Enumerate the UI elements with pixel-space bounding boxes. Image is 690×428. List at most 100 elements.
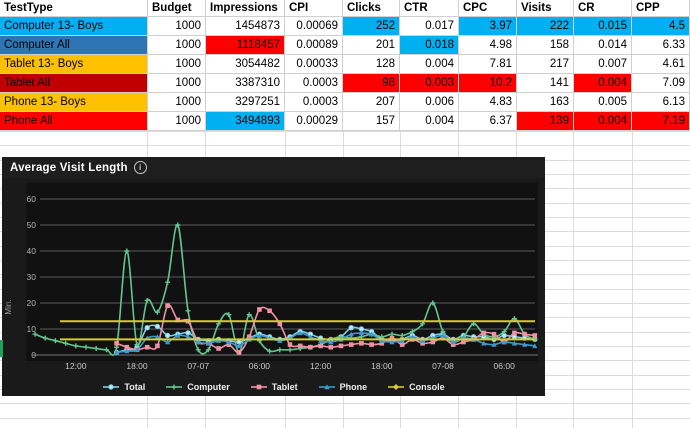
- row-label-cell[interactable]: Phone 13- Boys: [0, 93, 148, 112]
- table-cell[interactable]: 0.004: [400, 112, 459, 131]
- column-header-impressions[interactable]: Impressions: [206, 0, 285, 17]
- legend-marker-icon: [250, 384, 267, 390]
- row-label-cell[interactable]: Computer All: [0, 36, 148, 55]
- table-cell[interactable]: 7.09: [632, 74, 690, 93]
- column-header-budget[interactable]: Budget: [148, 0, 206, 17]
- table-cell[interactable]: 207: [343, 93, 400, 112]
- table-cell[interactable]: 0.018: [400, 36, 459, 55]
- table-cell[interactable]: 139: [517, 112, 574, 131]
- table-cell[interactable]: 3494893: [206, 112, 285, 131]
- legend-label: Tablet: [271, 382, 298, 392]
- visit-length-chart: 0 10 20 30 40 50 60 Min. 12:00 18:00 07-07 06:00 12:…: [4, 183, 538, 371]
- table-cell[interactable]: 6.37: [459, 112, 517, 131]
- x-axis-tick: 12:00: [310, 361, 332, 371]
- y-axis-label: Min.: [4, 299, 13, 314]
- table-cell[interactable]: 0.005: [574, 93, 632, 112]
- table-cell[interactable]: 158: [517, 36, 574, 55]
- table-cell[interactable]: 4.83: [459, 93, 517, 112]
- table-cell[interactable]: 1000: [148, 17, 206, 36]
- column-header-testtype[interactable]: TestType: [0, 0, 148, 17]
- active-cell-indicator: [0, 340, 3, 357]
- table-cell[interactable]: 141: [517, 74, 574, 93]
- svg-text:60: 60: [27, 194, 37, 204]
- table-cell[interactable]: 1118457: [206, 36, 285, 55]
- table-cell[interactable]: 1000: [148, 112, 206, 131]
- info-icon[interactable]: i: [133, 161, 147, 174]
- table-cell[interactable]: 222: [517, 17, 574, 36]
- grid-column-line: [632, 0, 633, 428]
- table-cell[interactable]: 0.00069: [285, 17, 343, 36]
- table-cell[interactable]: 163: [517, 93, 574, 112]
- table-cell[interactable]: 7.81: [459, 55, 517, 74]
- x-axis-tick: 07-07: [187, 361, 209, 371]
- table-cell[interactable]: 1454873: [206, 17, 285, 36]
- table-cell[interactable]: 0.003: [400, 74, 459, 93]
- table-cell[interactable]: 1000: [148, 93, 206, 112]
- table-cell[interactable]: 157: [343, 112, 400, 131]
- legend-marker-icon: [388, 384, 405, 390]
- column-header-ctr[interactable]: CTR: [400, 0, 459, 17]
- column-header-cr[interactable]: CR: [574, 0, 632, 17]
- table-cell[interactable]: 0.004: [574, 74, 632, 93]
- svg-text:50: 50: [27, 220, 37, 230]
- chart-title: Average Visit Length: [10, 161, 128, 174]
- table-cell[interactable]: 98: [343, 74, 400, 93]
- table-cell[interactable]: 3387310: [206, 74, 285, 93]
- x-axis-tick: 18:00: [126, 361, 148, 371]
- svg-text:30: 30: [27, 272, 37, 282]
- table-cell[interactable]: 0.006: [400, 93, 459, 112]
- table-cell[interactable]: 217: [517, 55, 574, 74]
- table-cell[interactable]: 0.004: [574, 112, 632, 131]
- x-axis-tick: 12:00: [65, 361, 87, 371]
- table-cell[interactable]: 7.19: [632, 112, 690, 131]
- table-cell[interactable]: 252: [343, 17, 400, 36]
- column-header-visits[interactable]: Visits: [517, 0, 574, 17]
- table-cell[interactable]: 0.00029: [285, 112, 343, 131]
- legend-item-tablet[interactable]: Tablet: [250, 382, 298, 392]
- table-cell[interactable]: 0.014: [574, 36, 632, 55]
- table-cell[interactable]: 0.004: [400, 55, 459, 74]
- grid-column-line: [573, 0, 574, 428]
- legend-item-console[interactable]: Console: [387, 382, 445, 392]
- table-cell[interactable]: 0.007: [574, 55, 632, 74]
- table-cell[interactable]: 3297251: [206, 93, 285, 112]
- table-cell[interactable]: 1000: [148, 36, 206, 55]
- legend-item-phone[interactable]: Phone: [318, 382, 368, 392]
- grid-row-line: [0, 145, 690, 147]
- table-cell[interactable]: 3054482: [206, 55, 285, 74]
- row-label-cell[interactable]: Computer 13- Boys: [0, 17, 148, 36]
- svg-text:20: 20: [27, 298, 37, 308]
- table-cell[interactable]: 4.61: [632, 55, 690, 74]
- legend-marker-icon: [103, 384, 120, 390]
- table-cell[interactable]: 6.13: [632, 93, 690, 112]
- table-cell[interactable]: 0.0003: [285, 93, 343, 112]
- chart-legend: Total Computer Tablet Phone Console: [2, 382, 545, 392]
- x-axis-tick: 06:00: [249, 361, 271, 371]
- table-cell[interactable]: 0.017: [400, 17, 459, 36]
- legend-item-total[interactable]: Total: [102, 382, 145, 392]
- column-header-cpp[interactable]: CPP: [632, 0, 690, 17]
- column-header-cpi[interactable]: CPI: [285, 0, 343, 17]
- legend-label: Phone: [339, 382, 368, 392]
- legend-item-computer[interactable]: Computer: [165, 382, 230, 392]
- row-label-cell[interactable]: Tablet All: [0, 74, 148, 93]
- table-cell[interactable]: 0.015: [574, 17, 632, 36]
- legend-label: Console: [409, 382, 445, 392]
- row-label-cell[interactable]: Phone All: [0, 112, 148, 131]
- table-cell[interactable]: 0.00089: [285, 36, 343, 55]
- svg-text:40: 40: [27, 246, 37, 256]
- table-cell[interactable]: 4.5: [632, 17, 690, 36]
- column-header-cpc[interactable]: CPC: [459, 0, 517, 17]
- table-cell[interactable]: 0.0003: [285, 74, 343, 93]
- row-label-cell[interactable]: Tablet 13- Boys: [0, 55, 148, 74]
- table-cell[interactable]: 1000: [148, 74, 206, 93]
- column-header-clicks[interactable]: Clicks: [343, 0, 400, 17]
- table-cell[interactable]: 0.00033: [285, 55, 343, 74]
- table-cell[interactable]: 201: [343, 36, 400, 55]
- table-cell[interactable]: 1000: [148, 55, 206, 74]
- table-cell[interactable]: 10.2: [459, 74, 517, 93]
- table-cell[interactable]: 128: [343, 55, 400, 74]
- table-cell[interactable]: 3.97: [459, 17, 517, 36]
- table-cell[interactable]: 4.98: [459, 36, 517, 55]
- table-cell[interactable]: 6.33: [632, 36, 690, 55]
